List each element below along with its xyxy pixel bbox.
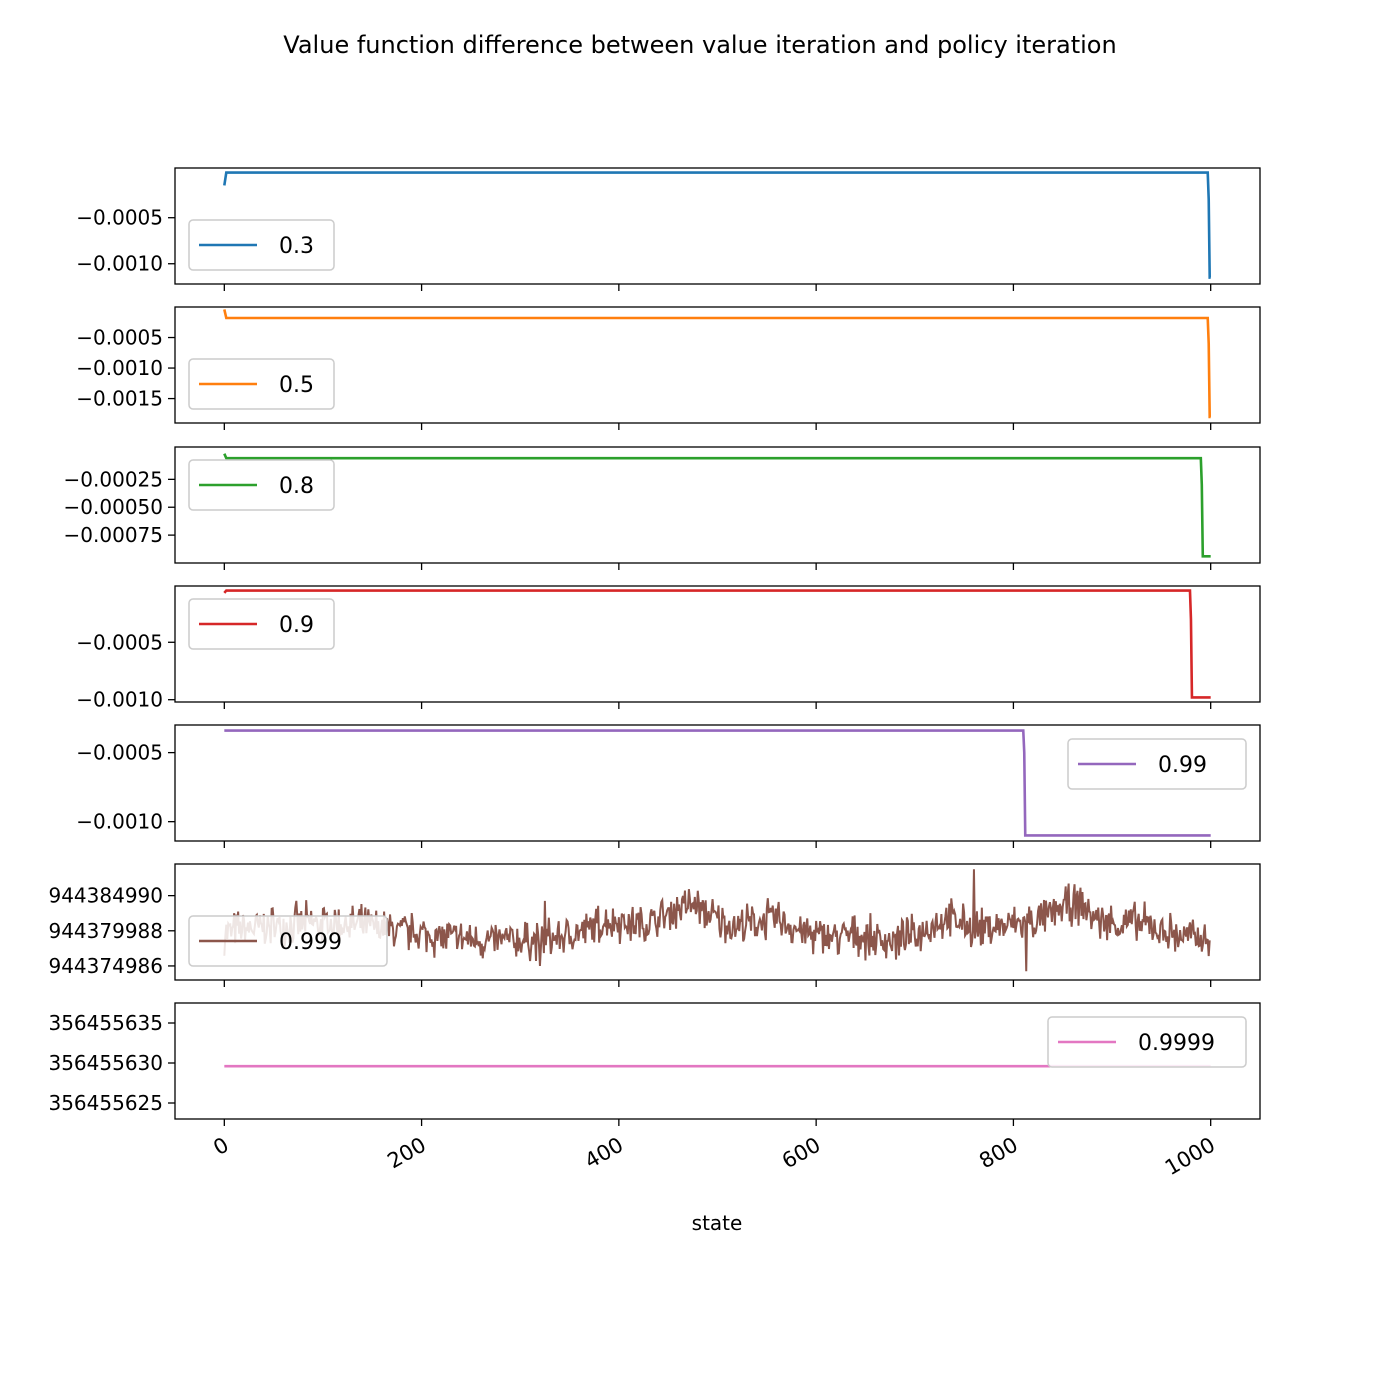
y-tick-label: −0.0010	[76, 810, 163, 834]
y-tick-label: −0.0005	[76, 630, 163, 654]
y-tick-label: −0.0010	[76, 356, 163, 380]
y-tick-label: −0.0005	[76, 206, 163, 230]
legend-label: 0.9999	[1138, 1031, 1215, 1056]
y-tick-label: 356455630	[48, 1051, 163, 1075]
legend-label: 0.99	[1158, 753, 1207, 778]
series-line-0.5	[223, 309, 1211, 419]
plot-frame	[174, 863, 1261, 981]
subplot-0.9: −0.0005 −0.0010 0.9	[76, 585, 1261, 712]
y-tick-label: 356455625	[48, 1091, 163, 1115]
x-axis-label: state	[692, 1211, 743, 1235]
legend-label: 0.3	[279, 234, 314, 259]
series-line-0.8	[223, 453, 1211, 558]
y-tick-label: −0.0005	[76, 741, 163, 765]
series-line-0.99	[224, 729, 1211, 837]
plot-frame	[174, 1002, 1261, 1120]
legend-0.5: 0.5	[188, 358, 335, 410]
subplot-0.3: −0.0005 −0.0010 0.3	[76, 167, 1261, 291]
subplot-0.5: −0.0005 −0.0010 −0.0015 0.5	[76, 306, 1261, 430]
legend-0.8: 0.8	[188, 459, 335, 511]
legend-0.99: 0.99	[1067, 738, 1247, 790]
y-tick-label: −0.0010	[76, 252, 163, 276]
legend-box	[1047, 1016, 1247, 1068]
legend-box	[188, 459, 335, 511]
chart-title: Value function difference between value …	[283, 31, 1116, 59]
plot-frame	[174, 585, 1261, 703]
plot-frame	[174, 167, 1261, 285]
plot-frame	[174, 724, 1261, 842]
plot-frame	[174, 306, 1261, 424]
y-tick-label: 944379988	[48, 919, 163, 943]
y-tick-label: 944384990	[48, 884, 163, 908]
y-tick-label: −0.0005	[76, 326, 163, 350]
legend-label: 0.9	[279, 613, 314, 638]
y-tick-label: −0.00050	[64, 495, 163, 519]
legend-label: 0.8	[279, 474, 314, 499]
legend-0.3: 0.3	[188, 219, 335, 271]
y-tick-label: 944374986	[48, 954, 163, 978]
subplot-0.99: −0.0005 −0.0010 0.99	[76, 724, 1261, 848]
legend-label: 0.999	[279, 930, 342, 955]
legend-box	[188, 915, 388, 967]
y-tick-label: −0.0015	[76, 387, 163, 411]
series-line-0.3	[223, 171, 1211, 279]
y-tick-label: −0.0010	[76, 688, 163, 712]
subplot-0.999: 944374986 944379988 944384990 0.999	[48, 863, 1261, 987]
y-tick-label: −0.00075	[64, 523, 163, 547]
legend-box	[188, 598, 335, 650]
subplot-stack: −0.0005 −0.0010 0.3 −0.0005 −0.0010 −0.0015 0.…	[48, 167, 1261, 1126]
legend-0.9999: 0.9999	[1047, 1016, 1247, 1068]
y-tick-label: 356455635	[48, 1011, 163, 1035]
series-line-0.9	[223, 589, 1211, 699]
plot-frame	[174, 446, 1261, 564]
legend-0.9: 0.9	[188, 598, 335, 650]
subplot-0.8: −0.00025 −0.00050 −0.00075 0.8	[64, 446, 1261, 570]
legend-box	[1067, 738, 1247, 790]
subplot-0.9999: 356455625 356455630 356455635 0.9999	[48, 1002, 1261, 1126]
series-line-0.999	[223, 869, 1211, 972]
legend-0.999: 0.999	[188, 915, 388, 967]
y-tick-label: −0.00025	[64, 467, 163, 491]
legend-box	[188, 219, 335, 271]
legend-box	[188, 358, 335, 410]
legend-label: 0.5	[279, 373, 314, 398]
